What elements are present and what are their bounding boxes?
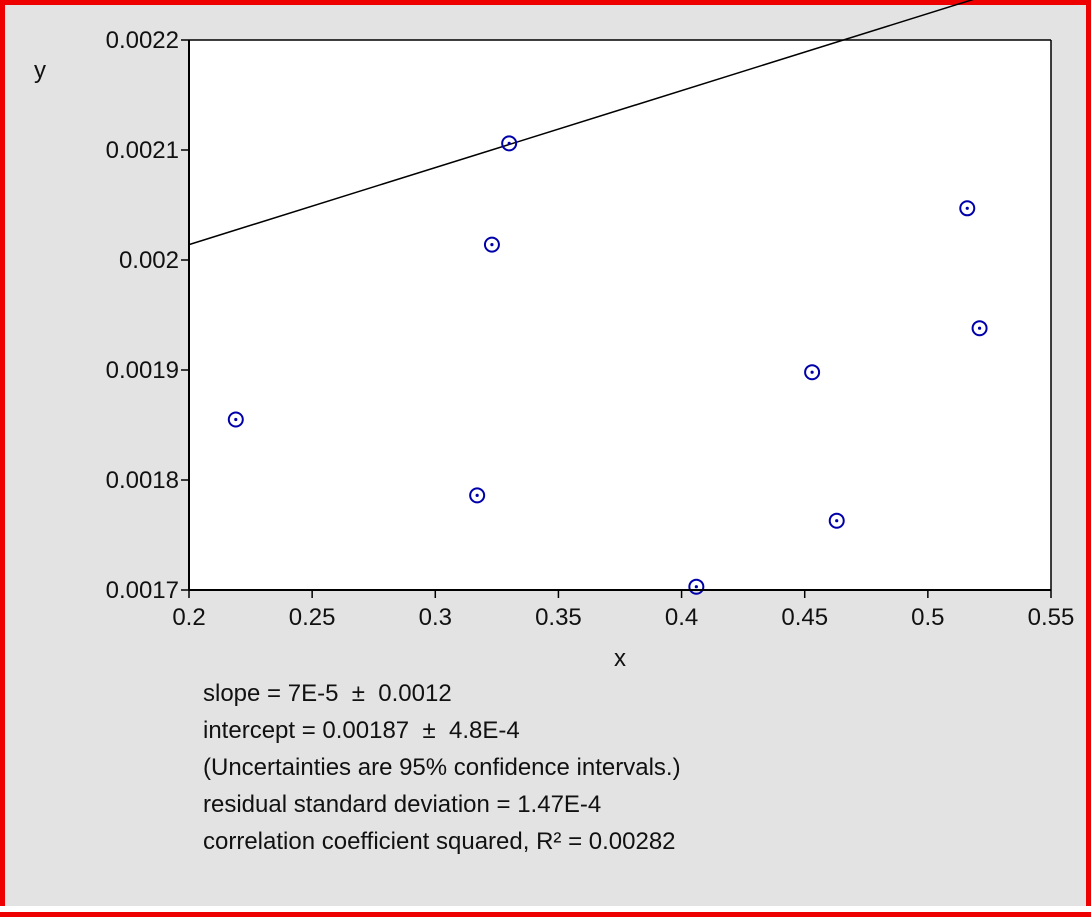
y-tick-label: 0.0022 (106, 27, 179, 54)
regression-stats: slope = 7E-5 ± 0.0012 intercept = 0.0018… (203, 675, 681, 860)
y-tick-label: 0.0021 (106, 137, 179, 164)
x-tick-label: 0.25 (289, 604, 336, 631)
x-tick-label: 0.4 (665, 604, 698, 631)
data-point (469, 487, 486, 504)
data-point (828, 512, 845, 529)
intercept-text: intercept = 0.00187 ± 4.8E-4 (203, 717, 520, 744)
frame-bottom-gap (0, 906, 1091, 912)
data-point (227, 411, 244, 428)
fit-layer (188, 0, 974, 246)
y-tick-label: 0.002 (119, 247, 179, 274)
data-point (959, 200, 976, 217)
y-tick-label: 0.0018 (106, 467, 179, 494)
x-tick-label: 0.35 (535, 604, 582, 631)
x-tick-label: 0.3 (419, 604, 452, 631)
x-axis-label: x (614, 645, 626, 672)
plot-area (189, 40, 1051, 590)
x-tick-label: 0.2 (172, 604, 205, 631)
ticks-layer: 0.2 0.25 0.3 0.35 0.4 0.45 0.5 0.55 0.0017 0.0018… (106, 27, 1075, 631)
x-tick-label: 0.55 (1028, 604, 1075, 631)
data-point (501, 135, 518, 152)
r-squared-text: correlation coefficient squared, R² = 0.… (203, 828, 676, 855)
frame-bottom-border (0, 912, 1091, 917)
x-tick-label: 0.45 (781, 604, 828, 631)
uncertainty-note: (Uncertainties are 95% confidence interv… (203, 754, 681, 781)
y-axis-label: y (34, 57, 46, 84)
data-point (804, 364, 821, 381)
slope-text: slope = 7E-5 ± 0.0012 (203, 680, 452, 707)
y-tick-label: 0.0017 (106, 577, 179, 604)
y-tick-label: 0.0019 (106, 357, 179, 384)
x-tick-label: 0.5 (911, 604, 944, 631)
residual-sd-text: residual standard deviation = 1.47E-4 (203, 791, 602, 818)
data-point (971, 320, 988, 337)
data-point (483, 236, 500, 253)
data-point (688, 578, 705, 595)
fit-line (188, 0, 974, 246)
points-layer (227, 135, 988, 595)
